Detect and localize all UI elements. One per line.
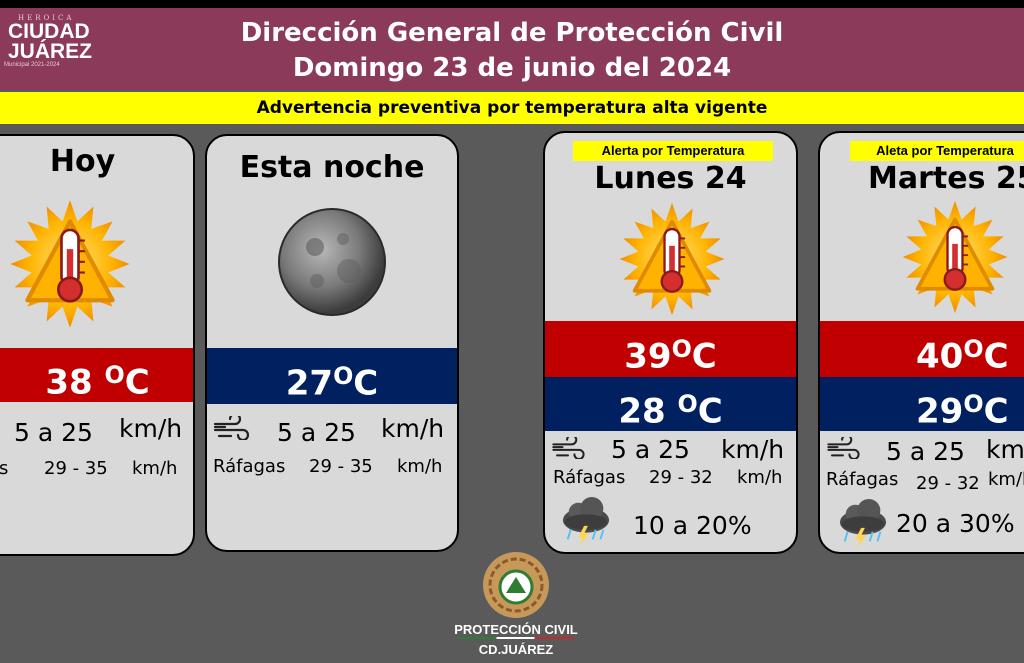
rain-probability: 20 a 30% — [896, 509, 1015, 538]
rain-probability: 10 a 20% — [633, 511, 752, 540]
low-temp-value: 29 — [916, 391, 964, 432]
page-title: Dirección General de Protección Civil — [240, 18, 784, 48]
wind-icon — [213, 416, 249, 440]
storm-cloud-icon — [838, 499, 888, 551]
gust-range: 29 - 35 — [44, 458, 108, 479]
low-temp-unit-c: C — [983, 391, 1009, 432]
gust-unit: km/h — [132, 458, 178, 479]
card-title: Esta noche — [239, 150, 425, 185]
gust-unit: km/h — [397, 456, 443, 477]
wind-info: 5 a 25 km/h Ráfagas 29 - 35 km/h — [207, 412, 457, 492]
gust-label: Ráfagas — [553, 467, 626, 488]
wind-speed: 5 a 25 — [14, 418, 93, 447]
wind-unit: km/h — [381, 414, 445, 443]
low-temp-unit-o: O — [677, 390, 698, 418]
temp-unit-o: O — [333, 362, 354, 390]
high-temp-unit-c: C — [983, 336, 1009, 377]
high-temp-unit-o: O — [963, 335, 984, 363]
temp-value: 38 — [45, 362, 105, 403]
footer-line-2: CD.JUÁREZ — [478, 642, 554, 657]
proteccion-civil-footer: PROTECCIÓN CIVIL CD.JUÁREZ — [450, 548, 582, 660]
gust-range: 29 - 32 — [649, 467, 713, 488]
sun-thermometer-icon — [900, 199, 1010, 315]
footer-line-1: PROTECCIÓN CIVIL — [454, 622, 578, 637]
page-date: Domingo 23 de junio del 2024 — [292, 53, 732, 83]
temperature-alert-label: Alerta por Temperatura — [573, 141, 773, 161]
footer-tricolor-rule — [458, 637, 574, 639]
logo-juarez: JUÁREZ — [8, 40, 93, 63]
warning-banner: Advertencia preventiva por temperatura a… — [0, 92, 1024, 124]
proteccion-civil-emblem-icon — [483, 552, 549, 618]
wind-icon — [827, 437, 860, 459]
wind-speed: 5 a 25 — [611, 435, 690, 464]
wind-icon — [552, 437, 585, 459]
forecast-card-hoy: Hoy 38 OC 5 a 25 km/h Ráfagas 29 - 35 km… — [0, 134, 195, 556]
gust-range: 29 - 32 — [916, 473, 980, 494]
high-temp-value: 39 — [624, 336, 672, 377]
logo-municipal: Municipal 2021-2024 — [4, 62, 60, 68]
gust-label: Ráfagas — [0, 458, 8, 479]
low-temp-value: 28 — [618, 391, 678, 432]
gust-label: Ráfagas — [213, 456, 286, 477]
ciudad-juarez-logo: HEROICA CIUDAD JUÁREZ Municipal 2021-202… — [4, 14, 92, 86]
forecast-card-esta-noche: Esta noche 27OC 5 a 25 km/h Ráfagas 29 -… — [205, 134, 459, 552]
temperature-band: 27OC — [207, 348, 457, 404]
moon-icon — [278, 208, 386, 316]
sun-thermometer-icon — [6, 198, 134, 330]
temp-value: 27 — [285, 363, 334, 404]
high-temperature-band: 40OC — [820, 321, 1024, 377]
wind-speed: 5 a 25 — [277, 418, 356, 447]
wind-speed: 5 a 25 — [886, 437, 965, 466]
gust-range: 29 - 35 — [309, 456, 373, 477]
temp-unit-c: C — [353, 363, 379, 404]
high-temp-value: 40 — [916, 336, 964, 377]
header-banner: HEROICA CIUDAD JUÁREZ Municipal 2021-202… — [0, 8, 1024, 90]
logo-heroica: HEROICA — [18, 14, 75, 22]
logo-ciudad: CIUDAD — [8, 20, 90, 43]
low-temp-unit-c: C — [697, 391, 723, 432]
forecast-card-lunes-24: Alerta por Temperatura Lunes 24 39OC 28 … — [543, 131, 798, 554]
high-temp-unit-o: O — [671, 335, 692, 363]
wind-unit: km/h — [721, 435, 785, 464]
high-temp-unit-c: C — [691, 336, 717, 377]
low-temperature-band: 28 OC — [545, 377, 796, 432]
temperature-alert-label: Aleta por Temperatura — [850, 141, 1024, 161]
wind-info: 5 a 25 km/h Ráfagas 29 - 32 km/h 20 a 30… — [820, 433, 1024, 552]
gust-label: Ráfagas — [826, 469, 899, 490]
low-temp-unit-o: O — [963, 390, 984, 418]
wind-unit: km/h — [986, 435, 1024, 464]
gust-unit: km/h — [737, 467, 783, 488]
low-temperature-band: 29OC — [820, 377, 1024, 432]
card-title: Martes 25 — [868, 161, 1024, 196]
top-strip — [0, 0, 1024, 8]
card-title: Hoy — [49, 144, 116, 179]
gust-unit: km/h — [988, 469, 1024, 490]
card-title: Lunes 24 — [594, 161, 747, 196]
wind-info: 5 a 25 km/h Ráfagas 29 - 32 km/h 10 a 20… — [545, 433, 796, 552]
storm-cloud-icon — [561, 497, 611, 549]
high-temperature-band: 39OC — [545, 321, 796, 377]
temp-unit-c: C — [124, 362, 150, 403]
forecast-card-martes-25: Aleta por Temperatura Martes 25 40OC 29O… — [818, 131, 1024, 554]
temp-unit-o: O — [104, 361, 125, 389]
temperature-band: 38 OC — [0, 348, 193, 403]
sun-thermometer-icon — [617, 201, 727, 317]
wind-info: 5 a 25 km/h Ráfagas 29 - 35 km/h — [0, 412, 193, 492]
wind-unit: km/h — [119, 414, 183, 443]
